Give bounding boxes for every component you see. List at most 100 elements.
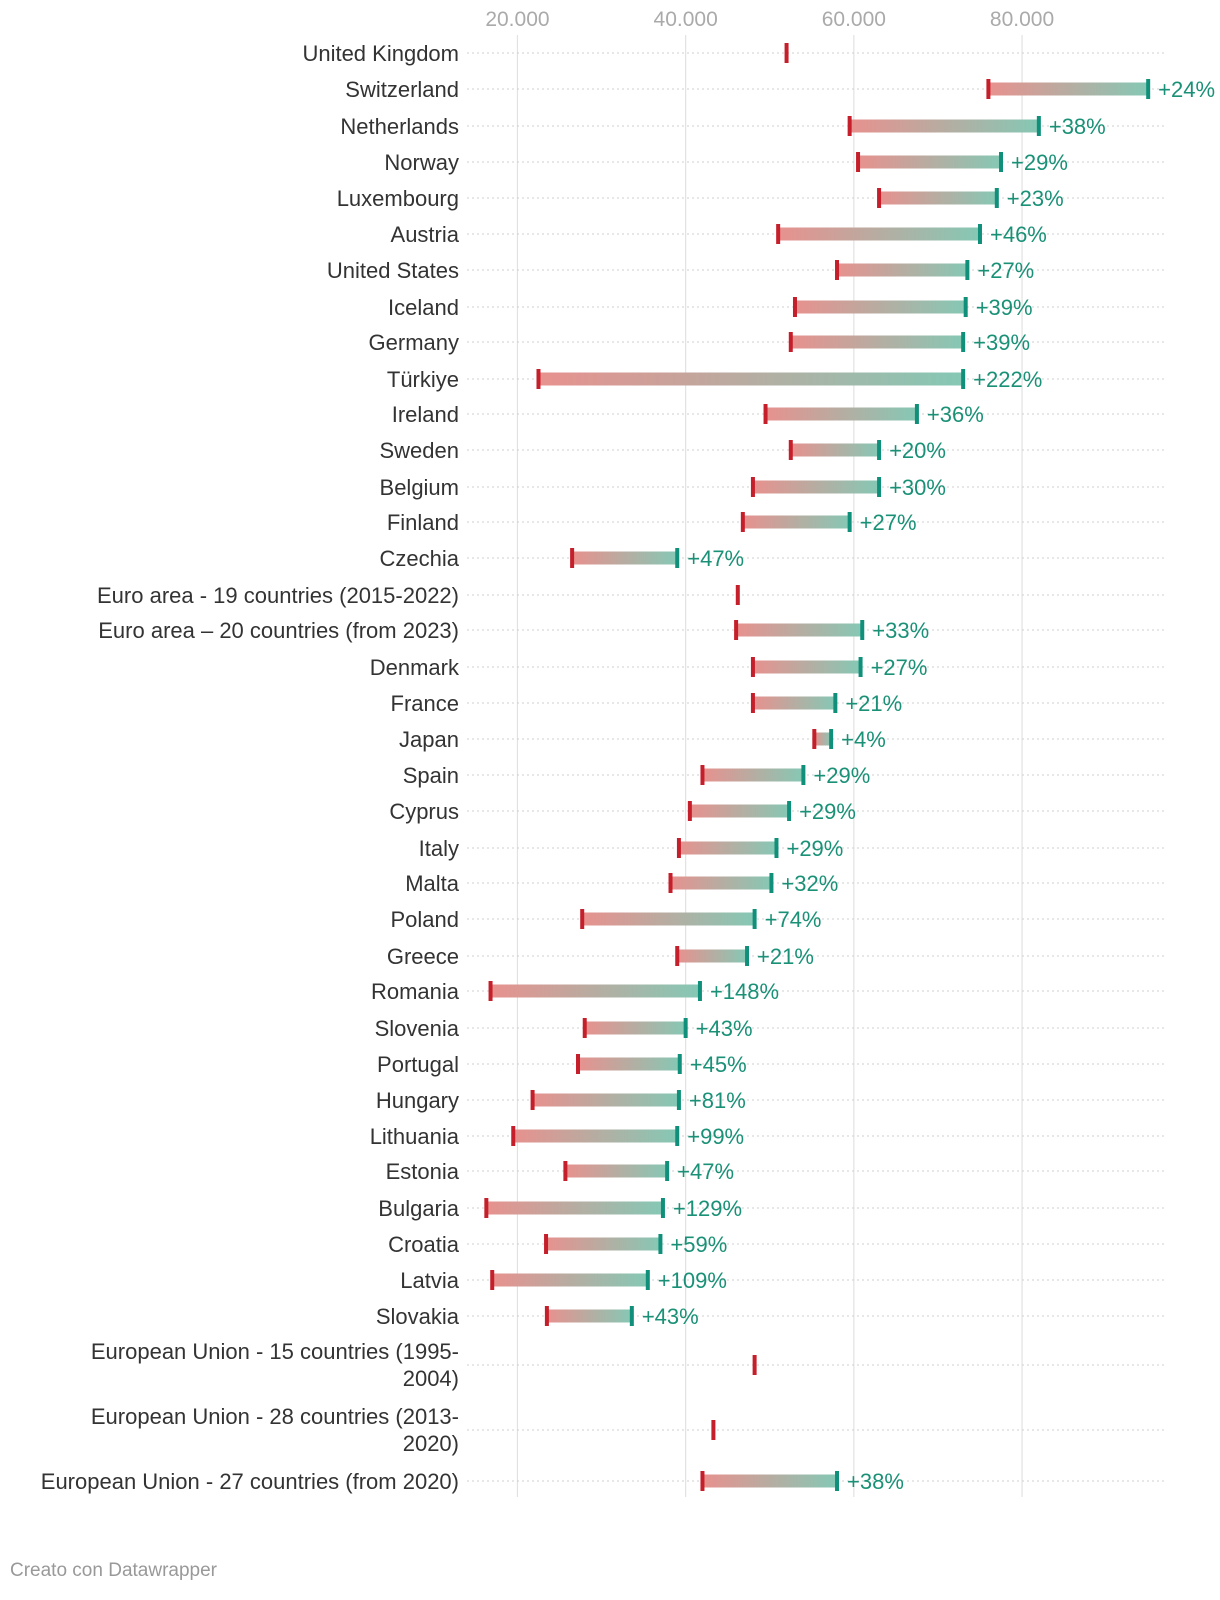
start-marker (740, 512, 745, 532)
start-marker (580, 909, 585, 929)
chart-row: Euro area – 20 countries (from 2023) +33% (98, 618, 1165, 643)
gridlines (516, 35, 1023, 1497)
chart-row: Belgium +30% (380, 475, 1165, 500)
end-marker (833, 693, 838, 713)
chart-rows: United Kingdom Switzerland +24% Netherlands… (41, 41, 1215, 1494)
row-label-line: European Union - 28 countries (2013- (91, 1404, 459, 1429)
change-label: +129% (673, 1196, 742, 1221)
start-marker (563, 1161, 568, 1181)
row-label: Malta (405, 871, 460, 896)
change-label: +4% (841, 727, 886, 752)
credit-text: Creato con Datawrapper (10, 1560, 217, 1581)
chart-row: Türkiye +222% (387, 367, 1165, 392)
row-label: Belgium (380, 475, 459, 500)
start-marker (544, 1306, 549, 1326)
change-label: +29% (786, 836, 843, 861)
end-marker (829, 729, 834, 749)
chart-row: Sweden +20% (379, 438, 1165, 463)
chart-row: Euro area - 19 countries (2015-2022) (97, 583, 1165, 608)
chart-row: Romania +148% (371, 979, 1165, 1004)
start-marker (750, 693, 755, 713)
chart-row: Ireland +36% (392, 402, 1165, 427)
start-marker (734, 620, 739, 640)
end-marker (999, 152, 1004, 172)
change-label: +27% (871, 655, 928, 680)
row-label: Estonia (386, 1159, 460, 1184)
range-bar (689, 804, 790, 818)
change-label: +74% (765, 907, 822, 932)
row-label: Greece (387, 944, 459, 969)
chart-row: United Kingdom (302, 41, 1165, 66)
range-bar (532, 1093, 679, 1107)
change-label: +24% (1158, 77, 1215, 102)
start-marker (788, 440, 793, 460)
change-label: +45% (690, 1052, 747, 1077)
range-bar (678, 841, 777, 855)
row-label-line: European Union - 15 countries (1995- (91, 1339, 459, 1364)
range-bar (814, 732, 832, 746)
x-tick-label: 60.000 (822, 8, 886, 31)
end-marker (629, 1306, 634, 1326)
row-label: Romania (371, 979, 460, 1004)
end-marker (683, 1018, 688, 1038)
end-marker (914, 404, 919, 424)
row-label: Spain (403, 763, 459, 788)
range-bar (546, 1309, 632, 1323)
row-label: Sweden (379, 438, 459, 463)
range-bar (513, 1129, 678, 1143)
x-axis-ticks: 20.000 40.000 60.000 80.000 (485, 8, 1054, 31)
start-marker (570, 548, 575, 568)
start-marker (776, 224, 781, 244)
start-marker (536, 369, 541, 389)
row-label: Bulgaria (378, 1196, 459, 1221)
row-label-line: 2004) (403, 1366, 459, 1391)
row-label: Croatia (388, 1232, 460, 1257)
end-marker (977, 224, 982, 244)
range-bar (988, 82, 1149, 96)
change-label: +32% (781, 871, 838, 896)
row-label: Italy (419, 836, 459, 861)
range-bar (778, 227, 980, 241)
row-label: Iceland (388, 295, 459, 320)
start-marker (490, 1270, 495, 1290)
range-bar (670, 876, 772, 890)
range-bar (790, 443, 880, 457)
row-label: Latvia (400, 1268, 459, 1293)
row-label: Denmark (370, 655, 460, 680)
row-label: Luxembourg (337, 186, 459, 211)
row-label: Slovenia (375, 1016, 460, 1041)
end-marker (665, 1161, 670, 1181)
row-label: United States (327, 258, 459, 283)
chart-row: Finland +27% (387, 510, 1165, 535)
chart-row: Czechia +47% (380, 546, 1165, 571)
range-bar (794, 300, 966, 314)
row-label: European Union - 28 countries (2013-2020… (91, 1404, 459, 1456)
chart-row: Austria +46% (391, 222, 1165, 247)
chart-row: Denmark +27% (370, 655, 1165, 680)
end-marker (961, 332, 966, 352)
end-marker (787, 801, 792, 821)
row-label: Germany (369, 330, 459, 355)
change-label: +36% (927, 402, 984, 427)
end-marker (877, 477, 882, 497)
change-label: +38% (847, 1469, 904, 1494)
x-tick-label: 80.000 (990, 8, 1054, 31)
chart-row: Hungary +81% (376, 1088, 1165, 1113)
row-label: Czechia (380, 546, 460, 571)
change-label: +27% (977, 258, 1034, 283)
row-label: France (391, 691, 459, 716)
chart-row: Estonia +47% (386, 1159, 1165, 1184)
chart-row: United States +27% (327, 258, 1165, 283)
row-label: Netherlands (340, 114, 459, 139)
chart-row: Slovenia +43% (375, 1016, 1165, 1041)
start-marker (668, 873, 673, 893)
row-label: Slovakia (376, 1304, 460, 1329)
change-label: +33% (872, 618, 929, 643)
chart-row: Lithuania +99% (370, 1124, 1165, 1149)
chart-row: Malta +32% (405, 871, 1165, 896)
chart-row: Switzerland +24% (345, 77, 1215, 102)
end-marker (961, 369, 966, 389)
change-label: +59% (670, 1232, 727, 1257)
change-label: +47% (687, 546, 744, 571)
range-bar (490, 984, 700, 998)
